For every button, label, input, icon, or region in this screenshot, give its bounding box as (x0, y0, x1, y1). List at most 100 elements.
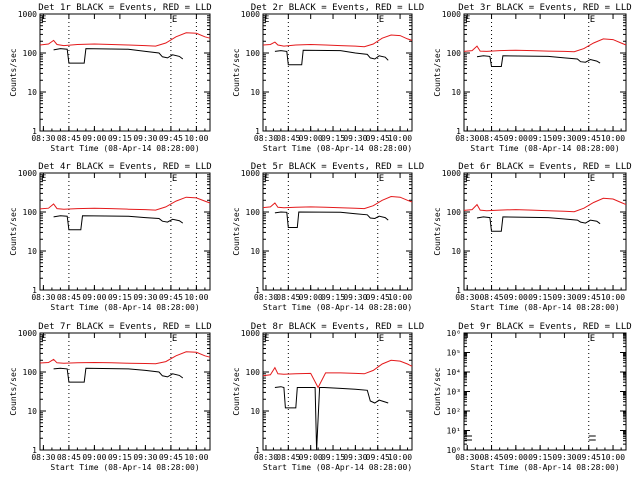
panel-1-frame (39, 13, 211, 132)
panel-2-series-events (274, 49, 389, 66)
panel-7-xtick-label-4: 09:30 (133, 453, 157, 462)
panel-2-ylabel: Counts/sec (232, 48, 241, 96)
panel-9-xtick-label-5: 09:45 (577, 453, 601, 462)
panel-6-xtick-label-0: 08:30 (455, 293, 479, 302)
panel-4-xtick-label-6: 10:00 (184, 293, 208, 302)
panel-3-xtick-label-5: 09:45 (577, 134, 601, 143)
panel-6-ylabel: Counts/sec (433, 207, 442, 255)
panel-2-xtick-label-0: 08:30 (254, 134, 278, 143)
panel-9-xtick-label-3: 09:15 (528, 453, 552, 462)
panel-1-ytick-label-1: 10 (27, 88, 37, 97)
panel-1-xtick-label-1: 08:45 (57, 134, 81, 143)
panel-2-xlabel: Start Time (08-Apr-14 08:28:00) (263, 144, 412, 153)
panel-6-ytick-label-1: 10 (451, 247, 461, 256)
panel-9-xtick-label-2: 09:00 (504, 453, 528, 462)
panel-8-xtick-label-4: 09:30 (343, 453, 367, 462)
panel-8-ylabel: Counts/sec (232, 367, 241, 415)
panel-1-xtick-label-6: 10:00 (184, 134, 208, 143)
panel-5-ytick-label-2: 100 (246, 208, 261, 217)
panel-7-ytick-label-2: 100 (23, 368, 38, 377)
panel-8-series-events (274, 386, 389, 451)
panel-2-xtick-label-4: 09:30 (343, 134, 367, 143)
panel-1-ylabel: Counts/sec (9, 48, 18, 96)
panel-2-frame (262, 13, 413, 132)
panel-5-xtick-label-2: 09:00 (299, 293, 323, 302)
panel-5-frame (262, 172, 413, 291)
panel-5-xtick-label-5: 09:45 (366, 293, 390, 302)
panel-2-xtick-label-1: 08:45 (276, 134, 300, 143)
panel-9-xlabel: Start Time (08-Apr-14 08:28:00) (470, 463, 619, 472)
panel-8-marker-1: E (379, 334, 384, 344)
panel-7-series-events (53, 367, 184, 383)
panel-8-xtick-label-3: 09:15 (321, 453, 345, 462)
panel-4-xtick-label-4: 09:30 (133, 293, 157, 302)
panel-9-ytick-label-0: 10⁰ (447, 446, 461, 455)
panel-2-ytick-label-1: 10 (250, 88, 260, 97)
panel-9-xtick-label-4: 09:30 (552, 453, 576, 462)
panel-5-ytick-label-0: 1 (255, 286, 260, 295)
panel-6-ytick-label-2: 100 (447, 208, 462, 217)
panel-3-xtick-label-2: 09:00 (504, 134, 528, 143)
panel-8-ytick-label-0: 1 (255, 446, 260, 455)
panel-6-xtick-label-3: 09:15 (528, 293, 552, 302)
panel-3-marker-0: E (465, 15, 470, 25)
panel-3-frame (463, 13, 627, 132)
panel-7-xlabel: Start Time (08-Apr-14 08:28:00) (50, 463, 199, 472)
panel-4-marker-0: E (41, 174, 46, 184)
panel-4-ytick-label-3: 1000 (18, 169, 37, 178)
panel-1-ytick-label-0: 1 (32, 127, 37, 136)
panel-3-xtick-label-3: 09:15 (528, 134, 552, 143)
panel-6-xtick-label-6: 10:00 (601, 293, 625, 302)
panel-2-xtick-label-6: 10:00 (388, 134, 412, 143)
panel-9-ytick-label-6: 10⁶ (447, 329, 461, 338)
panel-7-marker-1: E (172, 334, 177, 344)
panel-1-ytick-label-2: 100 (23, 49, 38, 58)
panel-3-xtick-label-1: 08:45 (479, 134, 503, 143)
panel-9-xtick-label-1: 08:45 (479, 453, 503, 462)
panel-2-ytick-label-3: 1000 (241, 10, 260, 19)
panel-2-ytick-label-0: 1 (255, 127, 260, 136)
panel-5-series-lld (262, 195, 413, 210)
panel-3-ytick-label-1: 10 (451, 88, 461, 97)
panel-8-xlabel: Start Time (08-Apr-14 08:28:00) (263, 463, 412, 472)
panel-4-ytick-label-0: 1 (32, 286, 37, 295)
panel-3-xtick-label-0: 08:30 (455, 134, 479, 143)
panel-4-series-lld (39, 196, 211, 211)
panel-2-ytick-label-2: 100 (246, 49, 261, 58)
panel-1-xtick-label-4: 09:30 (133, 134, 157, 143)
panel-3-xtick-label-6: 10:00 (601, 134, 625, 143)
panel-2-series-lld (262, 34, 413, 48)
panel-7-xtick-label-3: 09:15 (108, 453, 132, 462)
panel-7-ytick-label-1: 10 (27, 407, 37, 416)
panel-3-ytick-label-3: 1000 (442, 10, 461, 19)
panel-2-xtick-label-2: 09:00 (299, 134, 323, 143)
panel-6-xtick-label-1: 08:45 (479, 293, 503, 302)
panel-6-title: Det 6r BLACK = Events, RED = LLD (458, 162, 631, 172)
panel-2-marker-0: E (264, 15, 269, 25)
panel-6-xtick-label-4: 09:30 (552, 293, 576, 302)
panel-5-xtick-label-4: 09:30 (343, 293, 367, 302)
panel-4-xtick-label-1: 08:45 (57, 293, 81, 302)
panel-1-marker-1: E (172, 15, 177, 25)
panel-5-marker-0: E (264, 174, 269, 184)
panel-7-xtick-label-1: 08:45 (57, 453, 81, 462)
panel-4-xtick-label-5: 09:45 (159, 293, 183, 302)
panel-5-ytick-label-1: 10 (250, 247, 260, 256)
panel-7-xtick-label-2: 09:00 (82, 453, 106, 462)
panel-2-xtick-label-3: 09:15 (321, 134, 345, 143)
panel-6-marker-0: E (465, 174, 470, 184)
panel-5-xlabel: Start Time (08-Apr-14 08:28:00) (263, 303, 412, 312)
panel-4-frame (39, 172, 211, 291)
panel-9-xtick-label-0: 08:30 (455, 453, 479, 462)
panel-4-series-events (53, 215, 184, 231)
panel-8-xtick-label-0: 08:30 (254, 453, 278, 462)
panel-1-title: Det 1r BLACK = Events, RED = LLD (38, 3, 211, 13)
panel-3-xtick-label-4: 09:30 (552, 134, 576, 143)
panel-1-xtick-label-2: 09:00 (82, 134, 106, 143)
panel-2-xtick-label-5: 09:45 (366, 134, 390, 143)
panel-1-series-events (53, 48, 184, 64)
panel-9-frame (463, 332, 627, 451)
panel-9-ylabel: Counts/sec (433, 367, 442, 415)
